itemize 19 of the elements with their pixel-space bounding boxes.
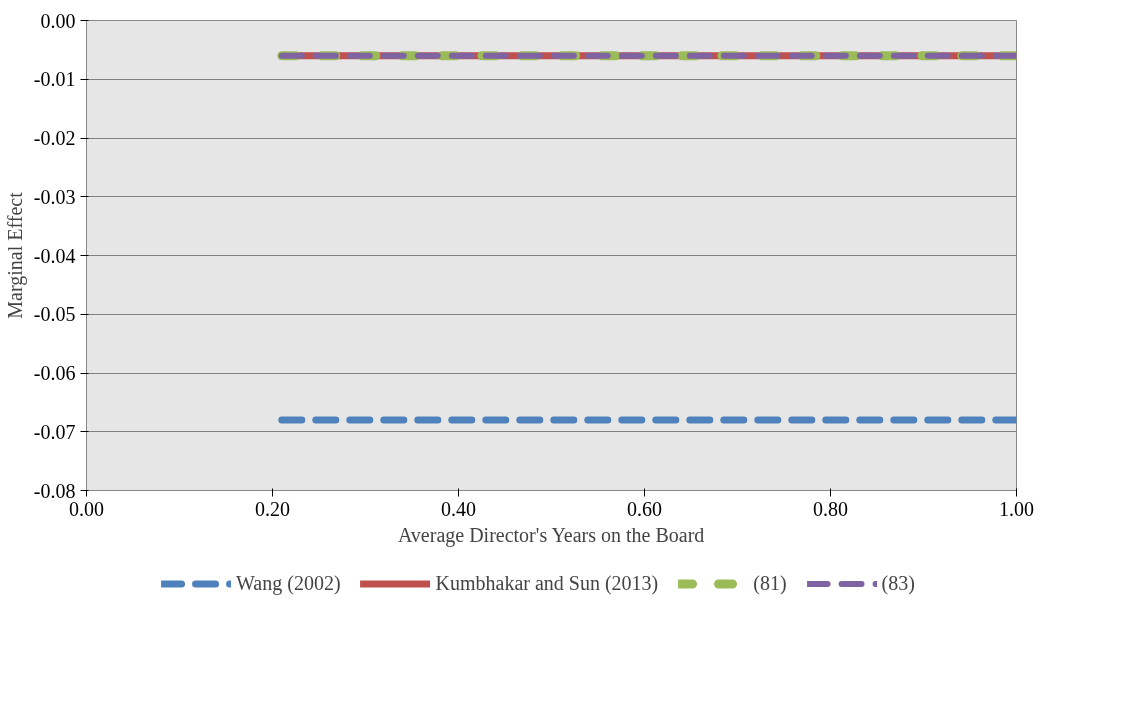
x-tick-label: 0.60 — [627, 497, 662, 520]
x-tick-label: 0.20 — [255, 497, 290, 520]
y-tick-label: -0.02 — [33, 127, 76, 149]
y-tick-label: -0.03 — [33, 185, 76, 208]
y-axis-title: Marginal Effect — [3, 191, 27, 319]
x-tick-label: 1.00 — [999, 497, 1034, 520]
y-tick-label: -0.06 — [33, 362, 76, 384]
x-tick-label: 0.80 — [813, 497, 848, 520]
y-tick-label: -0.04 — [33, 244, 76, 267]
y-tick-label: 0.00 — [40, 9, 76, 32]
legend-label: Wang (2002) — [236, 571, 341, 595]
y-tick-label: -0.01 — [33, 68, 76, 91]
legend-label: (83) — [881, 571, 915, 595]
legend-label: (81) — [753, 571, 787, 595]
y-tick-label: -0.05 — [33, 303, 76, 326]
x-tick-label: 0.40 — [441, 497, 476, 520]
x-axis-title: Average Director's Years on the Board — [397, 523, 705, 547]
y-tick-label: -0.07 — [33, 420, 76, 443]
legend-label: Kumbhakar and Sun (2013) — [435, 571, 659, 595]
